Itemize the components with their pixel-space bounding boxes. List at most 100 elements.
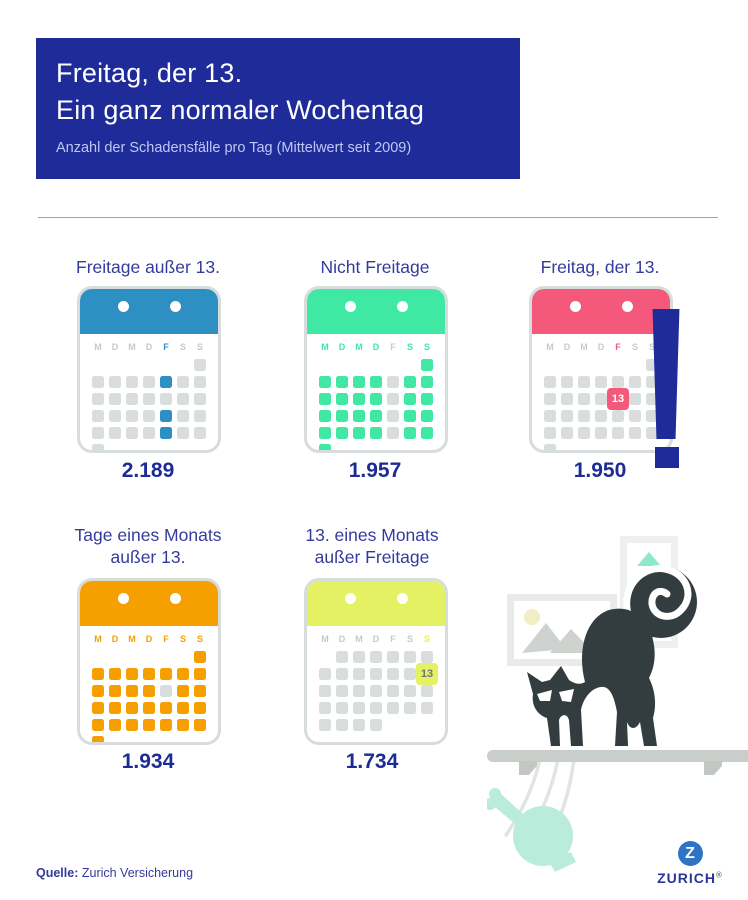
- calendar-day-cell: [336, 393, 348, 405]
- weekday-label: M: [546, 342, 554, 352]
- weekday-label: S: [179, 342, 186, 352]
- calendar-day-cell: [194, 427, 206, 439]
- calendar-hole: [118, 301, 129, 312]
- calendar-day-cell: [387, 410, 399, 422]
- calendar-day-cell: [177, 376, 189, 388]
- calendar-grid-row: 13: [544, 388, 658, 410]
- exclamation-icon: [652, 309, 680, 439]
- calendar-day-cell: [387, 376, 399, 388]
- calendar-day-cell: [544, 393, 556, 405]
- calendar-grid: 13: [307, 651, 445, 731]
- calendar-grid-row: [92, 651, 206, 663]
- calendar-title: 13. eines Monats außer Freitage: [262, 524, 482, 568]
- calendar-day-cell: [404, 376, 416, 388]
- calendar-day-cell: [561, 410, 573, 422]
- calendar-day-cell: [319, 444, 331, 450]
- page-subtitle: Anzahl der Schadensfälle pro Tag (Mittel…: [56, 140, 412, 156]
- calendar-day-cell: [143, 719, 155, 731]
- calendar-grid-row: [319, 359, 433, 371]
- calendar-day-cell: [143, 376, 155, 388]
- calendar-grid-row: [92, 410, 206, 422]
- calendar-day-cell: [177, 719, 189, 731]
- calendar-day-cell: [177, 668, 189, 680]
- calendar-hole: [570, 301, 581, 312]
- calendar-day-cell: [387, 651, 399, 663]
- calendar-day-cell: [194, 376, 206, 388]
- calendar-day-cell: [109, 427, 121, 439]
- calendar-grid: [307, 359, 445, 450]
- calendar-value: 1.950: [573, 459, 627, 482]
- calendar-day-cell: [370, 685, 382, 697]
- calendar-day-cell: [387, 668, 399, 680]
- weekday-label: M: [321, 342, 329, 352]
- calendar-graphic: M D M D F S S 13: [304, 578, 448, 745]
- day-13-cell: 13: [607, 388, 629, 410]
- calendar-day-cell: [353, 651, 365, 663]
- calendar-value: 1.734: [345, 750, 399, 773]
- calendar-day-cell: [370, 719, 382, 731]
- calendar-grid-row: [319, 410, 433, 422]
- calendar-title: Freitage außer 13.: [38, 256, 258, 278]
- weekday-label: M: [128, 342, 136, 352]
- calendar-title-line: Nicht Freitage: [320, 257, 430, 277]
- calendar-day-cell: [319, 685, 331, 697]
- calendar-day-cell: [126, 427, 138, 439]
- calendar-grid-row: [319, 702, 433, 714]
- source-note: Quelle: Zurich Versicherung: [36, 866, 193, 880]
- calendar-day-cell: [595, 393, 607, 405]
- calendar-day-cell: [92, 444, 104, 450]
- calendar-day-cell: [404, 427, 416, 439]
- calendar-graphic: M D M D F S S 13: [529, 286, 673, 453]
- calendar-day-cell: [421, 393, 433, 405]
- calendar-day-cell: [160, 393, 172, 405]
- calendar-day-cell: [177, 393, 189, 405]
- calendar-day-cell: [160, 702, 172, 714]
- calendar-day-cell: [353, 410, 365, 422]
- calendar-hole: [118, 593, 129, 604]
- calendar-day-cell: [578, 393, 590, 405]
- calendar-day-cell: [160, 376, 172, 388]
- calendar-grid-row: [92, 702, 206, 714]
- calendar-grid-row: [544, 427, 658, 439]
- black-cat-icon: [527, 565, 697, 746]
- page-title: Freitag, der 13. Ein ganz normaler Woche…: [56, 55, 500, 129]
- calendar-day-cell: [544, 427, 556, 439]
- zurich-logo: Z ZURICH®: [650, 841, 730, 886]
- calendar-day-cell: [143, 668, 155, 680]
- calendar-grid-row: [319, 444, 433, 450]
- calendar-day-cell: [319, 393, 331, 405]
- calendar-day-cell: [126, 376, 138, 388]
- shelf-bracket-right: [704, 761, 722, 775]
- calendar-day-cell: [160, 719, 172, 731]
- calendar-day-cell: [353, 702, 365, 714]
- calendar-day-cell: [595, 376, 607, 388]
- calendar-day-cell: [177, 685, 189, 697]
- calendar-hole: [170, 593, 181, 604]
- day-13-cell: 13: [416, 663, 438, 685]
- calendar-day-cell: [561, 427, 573, 439]
- calendar-day-cell: [92, 685, 104, 697]
- calendar-day-cell: [160, 427, 172, 439]
- calendar-title-line: Freitag, der 13.: [540, 257, 660, 277]
- calendar-grid-row: [319, 651, 433, 663]
- weekday-label: S: [196, 634, 203, 644]
- calendar-day-cell: [629, 410, 641, 422]
- calendar-day-cell: [194, 702, 206, 714]
- calendar-day-cell: [92, 719, 104, 731]
- calendar-day-cell: [92, 393, 104, 405]
- weekday-label: M: [94, 634, 102, 644]
- calendar-day-cell: [336, 719, 348, 731]
- calendar-day-cell: [370, 410, 382, 422]
- weekday-label: S: [196, 342, 203, 352]
- weekday-label: F: [390, 342, 396, 352]
- calendar-day-cell: [92, 668, 104, 680]
- calendar-hole: [397, 301, 408, 312]
- calendar-title-line: außer Freitage: [314, 547, 430, 567]
- calendar-header: [80, 581, 218, 626]
- calendar-title-line: 13. eines Monats: [305, 525, 439, 545]
- calendar-grid-row: [544, 410, 658, 422]
- calendar-grid: [80, 651, 218, 742]
- calendar-day-cell: [126, 702, 138, 714]
